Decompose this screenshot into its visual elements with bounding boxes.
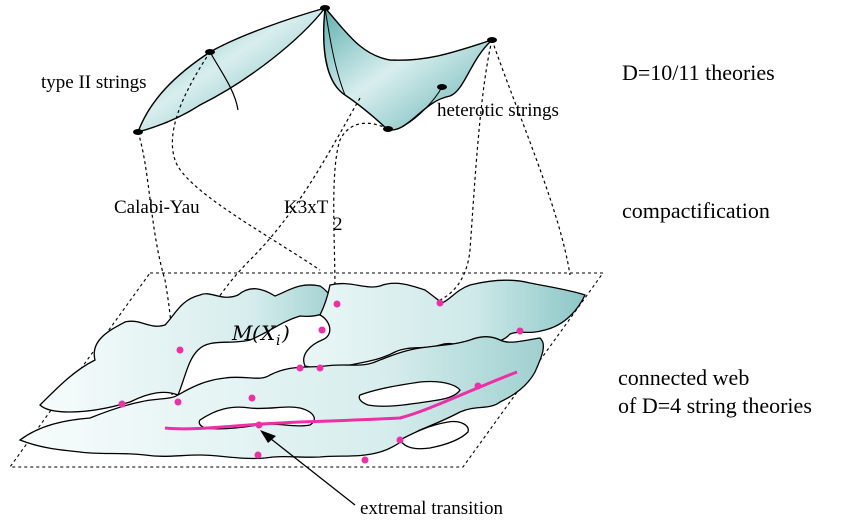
arrow-head <box>260 430 276 443</box>
web-node-2 <box>436 299 444 307</box>
calabi-yau-label: Calabi-Yau <box>114 197 200 218</box>
transition-path <box>164 370 518 431</box>
top-fold-3 <box>404 86 443 126</box>
dash-line-4 <box>333 122 389 291</box>
node-top-1 <box>320 5 330 11</box>
web-node-4 <box>318 326 326 334</box>
side-label-compact: compactification <box>622 198 770 223</box>
k3-subscript: 2 <box>333 214 343 235</box>
web-node-8 <box>118 400 126 408</box>
transition-curve <box>164 370 518 431</box>
blob-inner-2 <box>358 380 461 407</box>
moduli-var: X <box>259 321 276 345</box>
web-nodes <box>118 299 524 464</box>
k3-label: K3xT <box>284 197 329 218</box>
blob-lower <box>18 335 544 460</box>
type-ii-label: type II strings <box>41 72 147 93</box>
side-label-web-2: of D=4 string theories <box>618 393 812 418</box>
web-node-11 <box>474 382 482 390</box>
web-node-14 <box>361 456 369 464</box>
dash-line-2 <box>171 51 321 271</box>
web-node-10 <box>248 394 256 402</box>
dash-line-5 <box>439 39 493 301</box>
type-ii-sheet <box>136 6 327 134</box>
heterotic-label: heterotic strings <box>437 100 559 121</box>
moduli-label: M ( X i ) <box>231 321 290 349</box>
blob-upper-right <box>303 279 586 369</box>
moduli-paren-close: ) <box>281 321 290 345</box>
heterotic-sheet <box>323 6 493 131</box>
arrow-shaft <box>265 434 356 506</box>
web-node-5 <box>176 346 184 354</box>
labels: type II strings heterotic strings Calabi… <box>41 60 812 519</box>
blob-inner-3 <box>399 420 469 450</box>
dash-line-6 <box>491 39 571 276</box>
top-fold-2 <box>324 7 346 96</box>
transition-arrow <box>260 430 356 506</box>
web-node-1 <box>333 300 341 308</box>
moduli-sub: i <box>276 333 280 349</box>
web-node-9 <box>174 398 182 406</box>
moduli-script-m: M <box>231 321 253 345</box>
side-label-web-1: connected web <box>618 365 749 390</box>
node-top-5 <box>437 84 447 90</box>
web-node-13 <box>254 451 262 459</box>
web-node-7 <box>316 364 324 372</box>
side-label-d10: D=10/11 theories <box>622 60 775 85</box>
top-surface <box>133 5 497 135</box>
top-fold <box>209 51 239 111</box>
web-node-3 <box>516 327 524 335</box>
web-node-6 <box>296 364 304 372</box>
web-node-12 <box>396 436 404 444</box>
moduli-paren-open: ( <box>252 321 261 345</box>
transition-node <box>255 421 263 429</box>
transition-label: extremal transition <box>360 498 503 519</box>
